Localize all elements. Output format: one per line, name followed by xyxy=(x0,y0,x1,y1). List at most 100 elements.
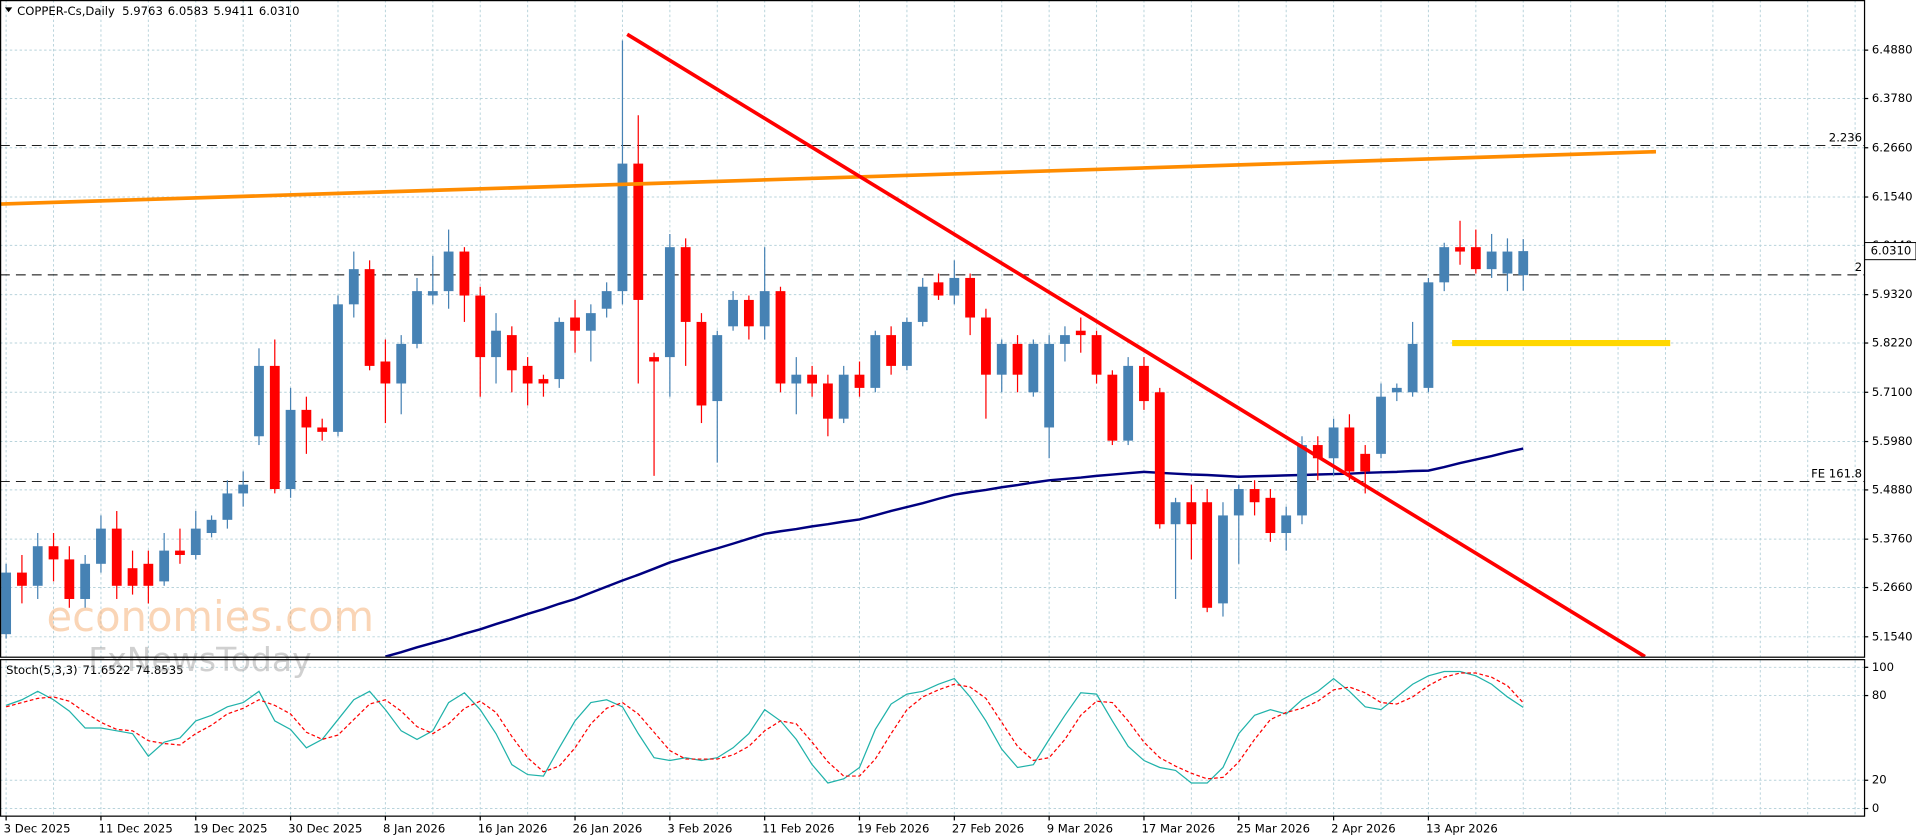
y-tick-label: 5.2660 xyxy=(1872,580,1913,594)
stoch-line xyxy=(5,672,1524,780)
level-label: 2.236 xyxy=(1829,131,1862,145)
candle-body xyxy=(475,295,486,358)
candle-body xyxy=(664,247,675,358)
candle-body xyxy=(301,409,312,428)
candle-body xyxy=(285,409,296,490)
candle-body xyxy=(965,277,976,318)
x-tick-label: 26 Jan 2026 xyxy=(573,822,643,836)
y-tick-label: 100 xyxy=(1872,660,1894,674)
x-tick-label: 16 Jan 2026 xyxy=(478,822,548,836)
menu-triangle[interactable] xyxy=(4,7,13,13)
candle-body xyxy=(759,291,770,327)
candle-body xyxy=(427,291,438,296)
y-tick-label: 5.8220 xyxy=(1872,336,1913,350)
candle-body xyxy=(1502,251,1513,274)
y-tick-label: 5.4880 xyxy=(1872,482,1913,496)
main-frame xyxy=(0,0,1866,658)
y-tick-label: 6.2660 xyxy=(1872,140,1913,154)
candle-body xyxy=(159,550,170,582)
candle-body xyxy=(1107,374,1118,441)
candle-body xyxy=(949,277,960,296)
x-tick-label: 2 Apr 2026 xyxy=(1331,822,1395,836)
symbol: COPPER-Cs,Daily xyxy=(17,4,115,18)
x-tick-label: 27 Feb 2026 xyxy=(952,822,1024,836)
candle-body xyxy=(459,251,470,296)
y-tick-label: 0 xyxy=(1872,801,1879,815)
x-tick-label: 3 Dec 2025 xyxy=(4,822,71,836)
candle-body xyxy=(601,291,612,309)
candle-body xyxy=(1455,247,1465,252)
x-tick-label: 17 Mar 2026 xyxy=(1142,822,1216,836)
low-value: 5.9411 xyxy=(213,4,254,18)
candle-body xyxy=(64,559,75,599)
candle-body xyxy=(348,269,359,305)
candle-body xyxy=(807,374,817,384)
level-label: 2 xyxy=(1855,260,1862,274)
candle-body xyxy=(333,304,343,432)
main-panel xyxy=(0,0,1865,657)
watermark: economies.com xyxy=(47,592,375,641)
candle-body xyxy=(222,493,233,520)
candle-body xyxy=(538,379,549,384)
x-tick-label: 9 Mar 2026 xyxy=(1047,822,1113,836)
x-tick-label: 11 Feb 2026 xyxy=(762,822,834,836)
candle-body xyxy=(1312,445,1323,459)
candle-body xyxy=(886,335,897,366)
candle-body xyxy=(1391,387,1402,393)
candle-body xyxy=(775,291,786,384)
y-tick-label: 5.5980 xyxy=(1872,434,1913,448)
candle-body xyxy=(506,335,517,371)
candle-body xyxy=(443,251,454,292)
candle-body xyxy=(1170,502,1181,525)
candle-body xyxy=(791,374,802,384)
candle-body xyxy=(238,484,249,494)
candle-body xyxy=(1139,365,1149,402)
y-tick-label: 5.9320 xyxy=(1872,287,1913,301)
price-box-label: 6.0310 xyxy=(1871,244,1912,258)
candle-body xyxy=(1486,251,1497,270)
x-tick-label: 8 Jan 2026 xyxy=(383,822,445,836)
candle-body xyxy=(838,374,849,419)
stoch-title: Stoch(5,3,3) 71.6522 74.8535 xyxy=(6,663,183,677)
candle-body xyxy=(1376,396,1386,454)
chart-header: COPPER-Cs,Daily 5.9763 6.0583 5.9411 6.0310 xyxy=(17,4,299,18)
candle-body xyxy=(206,519,217,534)
candle-body xyxy=(712,335,723,402)
y-tick-label: 6.3780 xyxy=(1872,91,1913,105)
stoch-value: 74.8535 xyxy=(135,663,183,677)
candle-body xyxy=(1091,335,1102,375)
candle-body xyxy=(143,563,154,586)
candle-body xyxy=(633,163,644,300)
candle-body xyxy=(412,291,422,344)
trendline xyxy=(0,149,1657,206)
candle-body xyxy=(1012,343,1023,375)
candle-body xyxy=(1044,343,1055,428)
candle-body xyxy=(902,321,912,366)
candle-body xyxy=(917,286,928,322)
trendline xyxy=(626,32,1646,657)
open-value: 5.9763 xyxy=(122,4,163,18)
high-value: 6.0583 xyxy=(168,4,209,18)
candle-body xyxy=(269,365,280,490)
stoch-panel xyxy=(0,660,1865,816)
y-tick-label: 20 xyxy=(1872,773,1887,787)
candle-body xyxy=(380,361,391,384)
candle-body xyxy=(1075,330,1086,336)
candle-body xyxy=(1202,502,1213,608)
candle-body xyxy=(1218,515,1228,604)
candle-body xyxy=(1297,445,1307,516)
candle-body xyxy=(996,343,1007,375)
x-tick-label: 25 Mar 2026 xyxy=(1236,822,1310,836)
candle-body xyxy=(554,321,565,380)
candle-body xyxy=(1186,502,1197,525)
candle-body xyxy=(822,383,833,419)
candle-body xyxy=(127,568,138,586)
x-tick-label: 19 Dec 2025 xyxy=(193,822,267,836)
candle-body xyxy=(1470,247,1481,270)
candle-body xyxy=(1265,497,1276,534)
candle-body xyxy=(1423,282,1434,388)
x-tick-label: 13 Apr 2026 xyxy=(1426,822,1498,836)
candle-body xyxy=(696,321,707,406)
